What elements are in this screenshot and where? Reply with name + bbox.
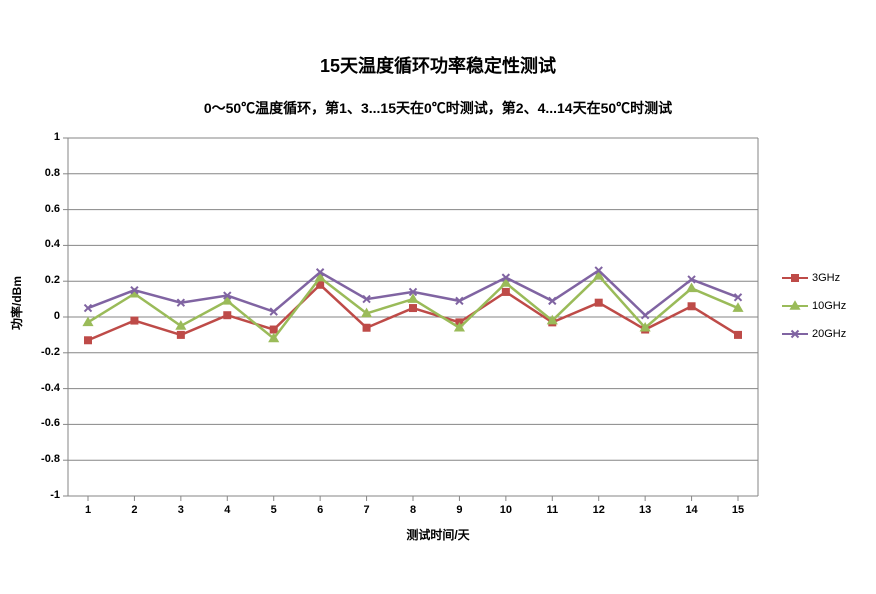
y-tick-label: -0.8 xyxy=(26,453,60,465)
legend-label: 20GHz xyxy=(812,328,846,340)
y-tick-label: 0 xyxy=(26,310,60,322)
y-axis-label: 功率/dBm xyxy=(8,276,25,330)
x-tick-label: 3 xyxy=(166,504,196,516)
x-tick-label: 9 xyxy=(444,504,474,516)
x-tick-label: 11 xyxy=(537,504,567,516)
legend-label: 3GHz xyxy=(812,272,840,284)
legend-item-10GHz: 10GHz xyxy=(782,298,846,314)
x-tick-label: 6 xyxy=(305,504,335,516)
x-tick-label: 7 xyxy=(352,504,382,516)
legend-label: 10GHz xyxy=(812,300,846,312)
y-tick-label: 0.8 xyxy=(26,167,60,179)
y-tick-label: 0.2 xyxy=(26,274,60,286)
x-tick-label: 1 xyxy=(73,504,103,516)
y-tick-label: -1 xyxy=(26,489,60,501)
y-tick-label: -0.2 xyxy=(26,346,60,358)
x-tick-label: 12 xyxy=(584,504,614,516)
x-axis-label: 测试时间/天 xyxy=(0,526,876,543)
y-tick-label: -0.4 xyxy=(26,382,60,394)
x-tick-label: 13 xyxy=(630,504,660,516)
chart-container: 15天温度循环功率稳定性测试 0～50℃温度循环，第1、3...15天在0℃时测… xyxy=(0,0,876,594)
x-tick-label: 14 xyxy=(677,504,707,516)
y-tick-label: -0.6 xyxy=(26,417,60,429)
x-tick-label: 2 xyxy=(119,504,149,516)
x-tick-label: 10 xyxy=(491,504,521,516)
x-tick-label: 15 xyxy=(723,504,753,516)
x-tick-label: 8 xyxy=(398,504,428,516)
y-tick-label: 0.4 xyxy=(26,238,60,250)
y-tick-label: 1 xyxy=(26,131,60,143)
y-tick-label: 0.6 xyxy=(26,203,60,215)
x-tick-label: 4 xyxy=(212,504,242,516)
legend: 3GHz 10GHz 20GHz xyxy=(782,270,846,354)
legend-item-3GHz: 3GHz xyxy=(782,270,846,286)
x-tick-label: 5 xyxy=(259,504,289,516)
legend-item-20GHz: 20GHz xyxy=(782,326,846,342)
